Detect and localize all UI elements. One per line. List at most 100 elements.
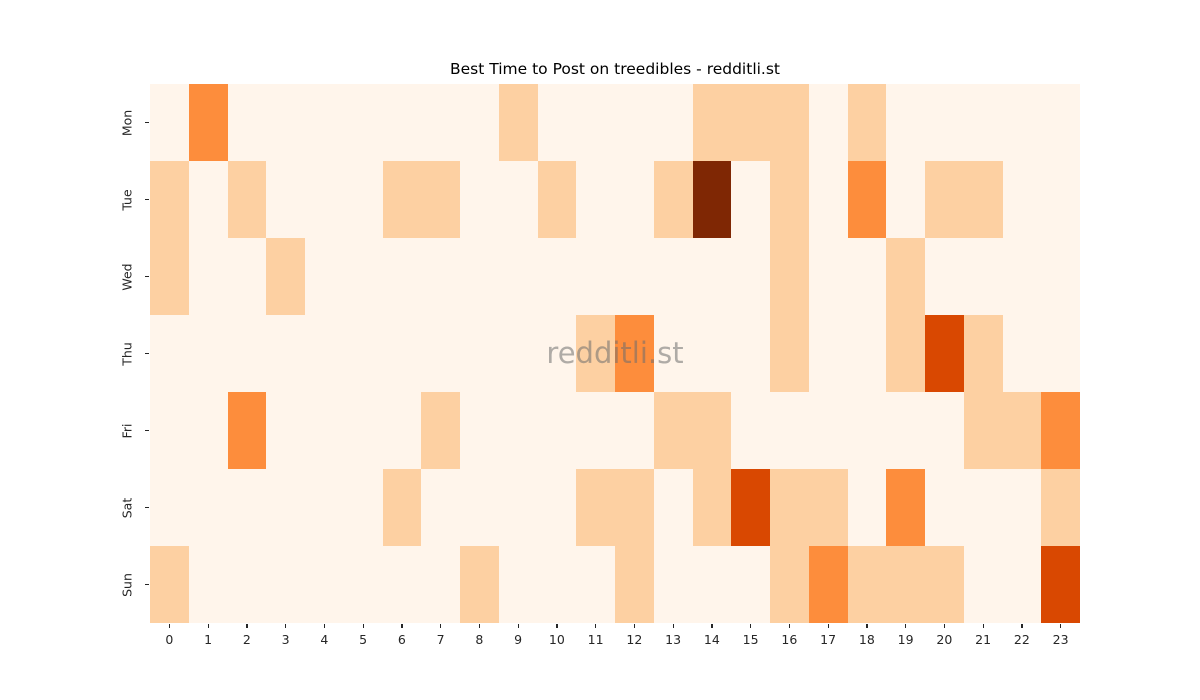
heatmap-cell-Sun-0	[150, 546, 189, 623]
heatmap-cell-Wed-14	[692, 238, 732, 315]
heatmap-cell-Wed-17	[808, 238, 848, 315]
heatmap-cell-Sun-12	[615, 546, 654, 623]
heatmap-cell-Fri-4	[305, 392, 344, 469]
heatmap-cell-Wed-12	[615, 238, 654, 315]
heatmap-cell-Tue-2	[227, 161, 267, 238]
heatmap-cell-Sat-19	[886, 469, 925, 546]
x-tick-label-22: 22	[1013, 632, 1030, 647]
heatmap-cell-Tue-13	[653, 161, 693, 238]
heatmap-cell-Mon-15	[731, 84, 770, 161]
heatmap-cell-Wed-15	[731, 238, 770, 315]
heatmap-cell-Wed-8	[460, 238, 499, 315]
x-tick-mark	[711, 624, 713, 628]
heatmap-cell-Sun-5	[343, 546, 383, 623]
heatmap-cell-Sat-23	[1041, 469, 1080, 546]
heatmap-cell-Mon-17	[808, 84, 848, 161]
x-tick-label-9: 9	[514, 632, 523, 647]
x-tick-label-8: 8	[475, 632, 484, 647]
heatmap-cell-Sun-10	[537, 546, 577, 623]
x-tick-label-5: 5	[359, 632, 368, 647]
heatmap-cell-Thu-14	[692, 315, 732, 392]
heatmap-cell-Mon-12	[615, 84, 654, 161]
x-tick-label-20: 20	[936, 632, 953, 647]
heatmap-cell-Mon-1	[188, 84, 228, 161]
heatmap-cell-Thu-16	[770, 315, 809, 392]
heatmap-cell-Fri-14	[692, 392, 732, 469]
heatmap-cell-Fri-10	[537, 392, 577, 469]
heatmap-cell-Fri-9	[498, 392, 538, 469]
heatmap-cell-Sat-7	[421, 469, 460, 546]
heatmap-cell-Thu-19	[886, 315, 925, 392]
heatmap-cell-Fri-19	[886, 392, 925, 469]
heatmap-cell-Thu-0	[150, 315, 189, 392]
x-tick-label-23: 23	[1052, 632, 1069, 647]
heatmap-cell-Sat-11	[576, 469, 615, 546]
heatmap-cell-Fri-23	[1041, 392, 1080, 469]
heatmap-cell-Sat-20	[925, 469, 964, 546]
heatmap-cell-Tue-11	[576, 161, 615, 238]
x-tick-mark	[905, 624, 907, 628]
heatmap-cell-Mon-18	[847, 84, 887, 161]
heatmap-cell-Tue-8	[460, 161, 499, 238]
heatmap-cell-Wed-6	[382, 238, 422, 315]
heatmap-cell-Thu-18	[847, 315, 887, 392]
heatmap-cell-Sun-3	[266, 546, 305, 623]
heatmap-cell-Sun-20	[925, 546, 964, 623]
heatmap-cell-Wed-0	[150, 238, 189, 315]
heatmap-cell-Tue-19	[886, 161, 925, 238]
x-tick-mark	[1021, 624, 1023, 628]
heatmap-cell-Tue-17	[808, 161, 848, 238]
x-tick-label-11: 11	[587, 632, 604, 647]
y-tick-label-Wed: Wed	[119, 262, 135, 291]
heatmap-cell-Tue-1	[188, 161, 228, 238]
heatmap-cell-Sat-5	[343, 469, 383, 546]
x-tick-mark	[556, 624, 558, 628]
x-tick-mark	[595, 624, 597, 628]
y-tick-label-Sat: Sat	[119, 497, 135, 518]
heatmap-cell-Wed-4	[305, 238, 344, 315]
heatmap-cell-Sun-7	[421, 546, 460, 623]
heatmap-cell-Thu-20	[925, 315, 964, 392]
x-tick-mark	[401, 624, 403, 628]
heatmap-cell-Tue-0	[150, 161, 189, 238]
heatmap-cell-Thu-12	[615, 315, 654, 392]
heatmap-cell-Tue-6	[382, 161, 422, 238]
heatmap-cell-Sun-9	[498, 546, 538, 623]
heatmap-cell-Thu-5	[343, 315, 383, 392]
y-tick-label-Mon: Mon	[119, 109, 135, 136]
heatmap-cell-Wed-22	[1002, 238, 1042, 315]
heatmap-cell-Thu-7	[421, 315, 460, 392]
x-tick-mark	[517, 624, 519, 628]
heatmap-cell-Mon-14	[692, 84, 732, 161]
heatmap-cell-Thu-3	[266, 315, 305, 392]
y-tick-mark	[145, 276, 149, 278]
x-tick-label-7: 7	[436, 632, 445, 647]
heatmap-cell-Tue-12	[615, 161, 654, 238]
heatmap-cell-Mon-7	[421, 84, 460, 161]
heatmap-cell-Sat-8	[460, 469, 499, 546]
heatmap-cell-Sun-1	[188, 546, 228, 623]
heatmap-cell-Thu-10	[537, 315, 577, 392]
heatmap-cell-Sat-21	[963, 469, 1003, 546]
heatmap-cell-Sat-9	[498, 469, 538, 546]
x-tick-label-19: 19	[897, 632, 914, 647]
x-tick-mark	[478, 624, 481, 628]
heatmap-cell-Sat-4	[305, 469, 344, 546]
heatmap-cell-Fri-0	[150, 392, 189, 469]
heatmap-cell-Sun-14	[692, 546, 732, 623]
x-tick-label-14: 14	[703, 632, 720, 647]
heatmap-cell-Sun-22	[1002, 546, 1042, 623]
heatmap-cell-Mon-19	[886, 84, 925, 161]
heatmap-cell-Thu-4	[305, 315, 344, 392]
heatmap-cell-Thu-9	[498, 315, 538, 392]
heatmap-cell-Mon-11	[576, 84, 615, 161]
heatmap-cell-Sun-8	[460, 546, 499, 623]
heatmap-cell-Sun-11	[576, 546, 615, 623]
x-tick-label-12: 12	[626, 632, 643, 647]
y-tick-label-Sun: Sun	[119, 572, 135, 597]
heatmap-cell-Mon-13	[653, 84, 693, 161]
heatmap-cell-Thu-8	[460, 315, 499, 392]
heatmap-cell-Mon-22	[1002, 84, 1042, 161]
heatmap-cell-Thu-15	[731, 315, 770, 392]
